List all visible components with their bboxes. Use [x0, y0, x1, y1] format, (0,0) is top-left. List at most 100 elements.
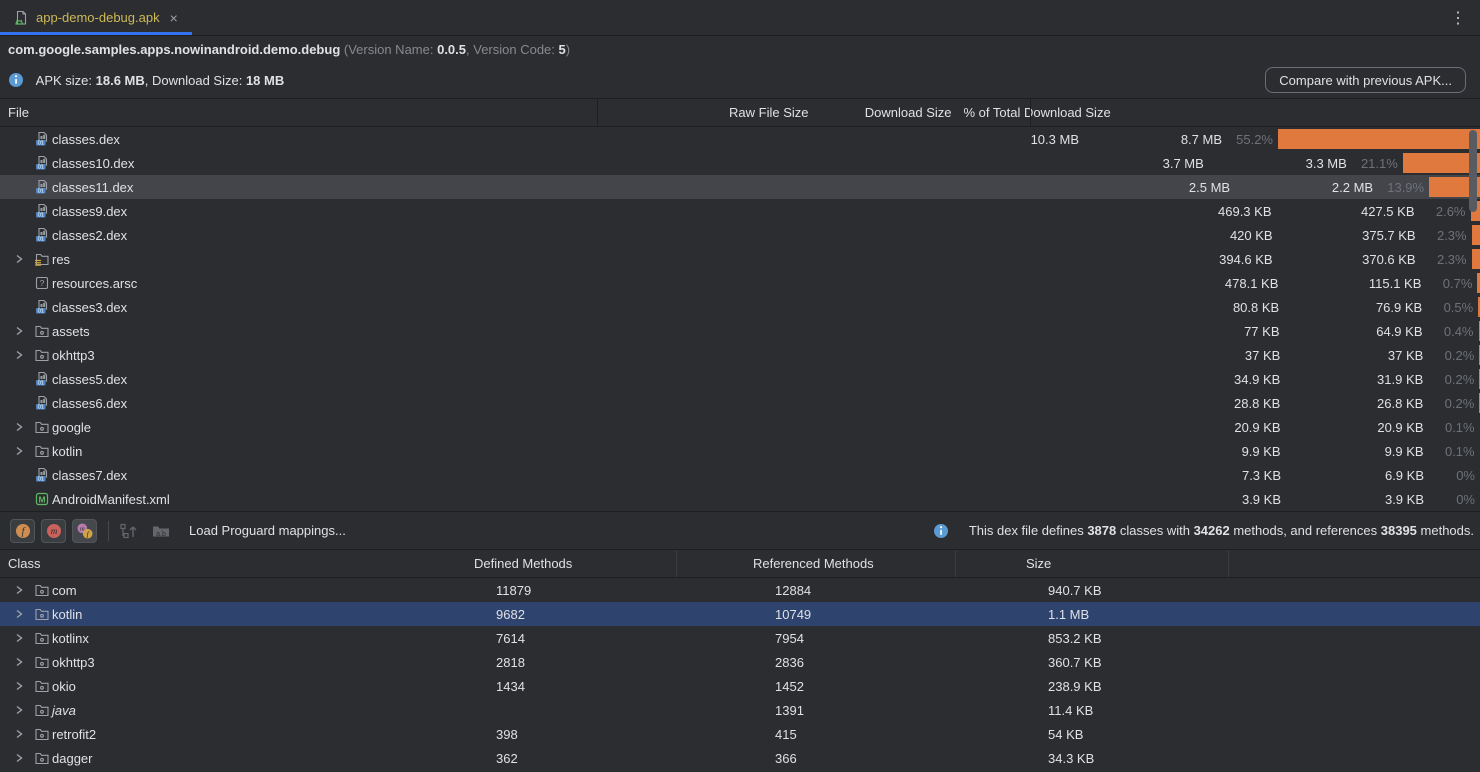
dex-icon: 01	[34, 299, 52, 315]
show-fields-toggle[interactable]: f	[10, 518, 35, 543]
file-name: classes5.dex	[52, 371, 128, 387]
class-row[interactable]: kotlin 9682 10749 1.1 MB	[0, 602, 1480, 626]
expand-nodes-icon[interactable]	[119, 522, 139, 540]
class-row[interactable]: java 1391 11.4 KB	[0, 698, 1480, 722]
class-row[interactable]: retrofit2 398 415 54 KB	[0, 722, 1480, 746]
file-row[interactable]: M AndroidManifest.xml 3.9 KB 3.9 KB 0%	[0, 487, 1480, 511]
raw-file-size: 2.5 MB	[1188, 179, 1231, 195]
show-methods-toggle[interactable]: m	[41, 518, 66, 543]
class-name: kotlinx	[52, 630, 89, 646]
column-divider	[955, 550, 956, 577]
file-name: AndroidManifest.xml	[52, 491, 170, 507]
referenced-methods: 366	[775, 750, 797, 766]
package-folder-icon	[34, 654, 52, 670]
dex-summary-suffix: methods.	[1416, 523, 1474, 538]
file-row[interactable]: 01 classes9.dex 469.3 KB 427.5 KB 2.6%	[0, 199, 1480, 223]
file-row[interactable]: 01 classes2.dex 420 KB 375.7 KB 2.3%	[0, 223, 1480, 247]
column-download-size[interactable]: Download Size	[864, 105, 952, 120]
file-row[interactable]: 01 classes.dex 10.3 MB 8.7 MB 55.2%	[0, 127, 1480, 151]
dex-summary-text: This dex file defines 3878 classes with …	[969, 523, 1474, 538]
column-divider	[676, 550, 677, 577]
chevron-right-icon[interactable]	[14, 657, 34, 667]
vertical-scrollbar[interactable]	[1469, 130, 1477, 212]
file-row[interactable]: okhttp3 37 KB 37 KB 0.2%	[0, 343, 1480, 367]
apk-size-value: 18.6 MB	[95, 72, 145, 88]
file-name: google	[52, 419, 92, 435]
dex-summary-mid1: classes with	[1116, 523, 1194, 538]
referenced-methods: 7954	[775, 630, 804, 646]
file-row[interactable]: assets 77 KB 64.9 KB 0.4%	[0, 319, 1480, 343]
chevron-right-icon[interactable]	[14, 705, 34, 715]
download-size: 26.8 KB	[1377, 395, 1424, 411]
file-row[interactable]: res 394.6 KB 370.6 KB 2.3%	[0, 247, 1480, 271]
referenced-methods: 1452	[775, 678, 804, 694]
class-row[interactable]: dagger 362 366 34.3 KB	[0, 746, 1480, 770]
file-row[interactable]: ? resources.arsc 478.1 KB 115.1 KB 0.7%	[0, 271, 1480, 295]
raw-file-size: 478.1 KB	[1224, 275, 1279, 291]
column-divider	[597, 99, 598, 126]
file-row[interactable]: 01 classes3.dex 80.8 KB 76.9 KB 0.5%	[0, 295, 1480, 319]
package-folder-icon	[34, 606, 52, 622]
dex-classes-count: 3878	[1087, 523, 1117, 538]
percent-label: 0.7%	[1442, 275, 1473, 291]
column-raw-file-size[interactable]: Raw File Size	[729, 105, 809, 120]
defined-methods: 398	[496, 726, 518, 742]
abbreviate-names-icon[interactable]: a.b	[151, 522, 171, 540]
download-size: 3.9 KB	[1384, 491, 1424, 507]
chevron-right-icon[interactable]	[14, 254, 34, 264]
dex-icon: 01	[34, 371, 52, 387]
dex-summary-prefix: This dex file defines	[968, 523, 1088, 538]
chevron-right-icon[interactable]	[14, 585, 34, 595]
more-options-icon[interactable]: ⋮	[1450, 9, 1466, 27]
percent-label: 0.1%	[1444, 419, 1475, 435]
file-row[interactable]: 01 classes11.dex 2.5 MB 2.2 MB 13.9%	[0, 175, 1480, 199]
package-folder-icon	[34, 630, 52, 646]
column-size[interactable]: Size	[1026, 556, 1052, 571]
class-row[interactable]: okhttp3 2818 2836 360.7 KB	[0, 650, 1480, 674]
tab-apk-file[interactable]: app-demo-debug.apk ×	[0, 0, 192, 35]
defined-methods: 2818	[496, 654, 525, 670]
column-file[interactable]: File	[8, 105, 29, 120]
percent-bar	[1278, 129, 1480, 149]
column-defined-methods[interactable]: Defined Methods	[474, 556, 573, 571]
file-row[interactable]: 01 classes7.dex 7.3 KB 6.9 KB 0%	[0, 463, 1480, 487]
class-name: kotlin	[52, 606, 83, 622]
chevron-right-icon[interactable]	[14, 753, 34, 763]
chevron-right-icon[interactable]	[14, 422, 34, 432]
file-row[interactable]: 01 classes6.dex 28.8 KB 26.8 KB 0.2%	[0, 391, 1480, 415]
class-row[interactable]: com 11879 12884 940.7 KB	[0, 578, 1480, 602]
class-row[interactable]: kotlinx 7614 7954 853.2 KB	[0, 626, 1480, 650]
show-referenced-toggle[interactable]: m f	[72, 518, 97, 543]
load-proguard-mappings-button[interactable]: Load Proguard mappings...	[189, 523, 346, 538]
column-percent-total[interactable]: % of Total Download Size	[963, 105, 1111, 120]
file-row[interactable]: kotlin 9.9 KB 9.9 KB 0.1%	[0, 439, 1480, 463]
folder-icon	[34, 323, 52, 339]
chevron-right-icon[interactable]	[14, 729, 34, 739]
chevron-right-icon[interactable]	[14, 446, 34, 456]
class-row[interactable]: okio 1434 1452 238.9 KB	[0, 674, 1480, 698]
column-class[interactable]: Class	[8, 556, 41, 571]
raw-file-size: 469.3 KB	[1218, 203, 1272, 219]
chevron-right-icon[interactable]	[14, 633, 34, 643]
download-size: 64.9 KB	[1376, 323, 1423, 339]
file-row[interactable]: google 20.9 KB 20.9 KB 0.1%	[0, 415, 1480, 439]
chevron-right-icon[interactable]	[14, 326, 34, 336]
class-table-header: Class Defined Methods Referenced Methods…	[0, 550, 1480, 578]
class-name: okio	[52, 678, 76, 694]
column-referenced-methods[interactable]: Referenced Methods	[753, 556, 874, 571]
dex-references-count: 38395	[1380, 523, 1417, 538]
referenced-methods: 2836	[775, 654, 804, 670]
chevron-right-icon[interactable]	[14, 350, 34, 360]
file-row[interactable]: 01 classes5.dex 34.9 KB 31.9 KB 0.2%	[0, 367, 1480, 391]
percent-bar	[1402, 153, 1480, 173]
file-name: classes3.dex	[52, 299, 128, 315]
tab-close-icon[interactable]: ×	[169, 9, 178, 26]
chevron-right-icon[interactable]	[14, 681, 34, 691]
dex-toolbar: f m m f	[0, 512, 1480, 550]
svg-text:01: 01	[38, 141, 44, 147]
file-row[interactable]: 01 classes10.dex 3.7 MB 3.3 MB 21.1%	[0, 151, 1480, 175]
package-name: com.google.samples.apps.nowinandroid.dem…	[8, 41, 341, 57]
compare-apk-button[interactable]: Compare with previous APK...	[1265, 67, 1466, 93]
chevron-right-icon[interactable]	[14, 609, 34, 619]
